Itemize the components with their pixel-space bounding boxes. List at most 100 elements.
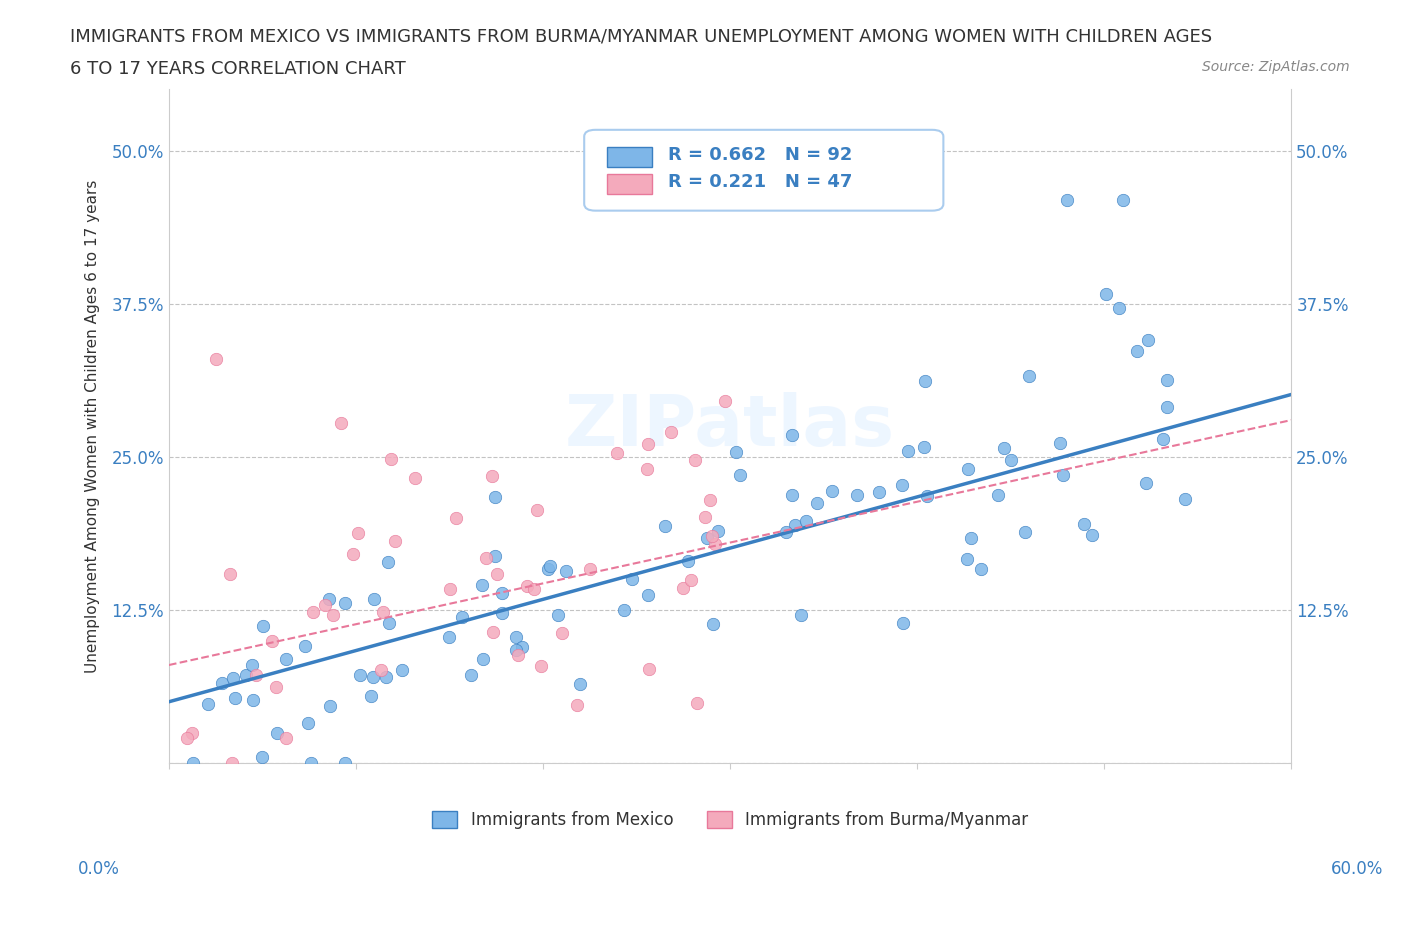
Point [363, 592, 385, 607]
Point [377, 554, 399, 569]
Point [1080, 527, 1102, 542]
Point [437, 630, 460, 644]
Point [613, 603, 636, 618]
Point [704, 537, 727, 551]
Point [335, 755, 357, 770]
Point [1112, 193, 1135, 207]
Point [274, 731, 297, 746]
Point [775, 525, 797, 540]
Point [790, 608, 813, 623]
Point [319, 698, 342, 713]
Text: Source: ZipAtlas.com: Source: ZipAtlas.com [1202, 60, 1350, 74]
Point [370, 663, 392, 678]
Point [523, 581, 546, 596]
Point [713, 394, 735, 409]
Text: R = 0.662   N = 92: R = 0.662 N = 92 [668, 146, 853, 165]
Point [484, 549, 506, 564]
Point [700, 528, 723, 543]
Point [693, 510, 716, 525]
Point [474, 551, 496, 565]
Point [221, 755, 243, 770]
Point [471, 578, 494, 592]
Point [242, 692, 264, 707]
Point [378, 616, 401, 631]
Point [439, 581, 461, 596]
Point [1000, 452, 1022, 467]
Point [329, 416, 352, 431]
Point [197, 697, 219, 711]
Point [1049, 435, 1071, 450]
Point [794, 514, 817, 529]
Point [299, 755, 322, 770]
Point [1173, 492, 1195, 507]
Point [891, 615, 914, 630]
Point [606, 445, 628, 460]
Point [637, 436, 659, 451]
Point [659, 425, 682, 440]
Point [371, 604, 394, 619]
Point [780, 488, 803, 503]
Text: ZIPatlas: ZIPatlas [565, 392, 896, 460]
Text: 60.0%: 60.0% [1330, 860, 1384, 878]
Point [1108, 300, 1130, 315]
Point [374, 670, 396, 684]
Point [987, 487, 1010, 502]
Point [636, 462, 658, 477]
Point [702, 617, 724, 631]
Point [342, 546, 364, 561]
Point [404, 471, 426, 485]
Point [266, 725, 288, 740]
Point [322, 607, 344, 622]
Point [679, 573, 702, 588]
Point [868, 485, 890, 499]
Point [537, 562, 560, 577]
Text: IMMIGRANTS FROM MEXICO VS IMMIGRANTS FROM BURMA/MYANMAR UNEMPLOYMENT AMONG WOMEN: IMMIGRANTS FROM MEXICO VS IMMIGRANTS FRO… [70, 28, 1212, 46]
Point [260, 634, 283, 649]
Point [240, 658, 263, 672]
Point [959, 530, 981, 545]
Point [384, 534, 406, 549]
Point [890, 478, 912, 493]
Point [621, 572, 644, 587]
Point [821, 484, 844, 498]
Point [654, 518, 676, 533]
Point [1073, 517, 1095, 532]
FancyBboxPatch shape [606, 174, 651, 193]
Point [297, 716, 319, 731]
Point [706, 524, 728, 538]
Point [672, 581, 695, 596]
Point [482, 625, 505, 640]
Point [956, 461, 979, 476]
Point [547, 608, 569, 623]
Point [484, 489, 506, 504]
Point [318, 591, 340, 606]
Point [294, 639, 316, 654]
Point [993, 441, 1015, 456]
Point [1125, 343, 1147, 358]
Point [728, 468, 751, 483]
Point [806, 496, 828, 511]
Point [264, 680, 287, 695]
Point [1135, 476, 1157, 491]
Point [1052, 468, 1074, 483]
Point [491, 605, 513, 620]
Point [314, 597, 336, 612]
Point [505, 630, 527, 644]
Point [450, 610, 472, 625]
Point [683, 453, 706, 468]
Point [530, 658, 553, 673]
Point [782, 428, 804, 443]
Point [252, 750, 274, 764]
Point [510, 639, 533, 654]
Legend: Immigrants from Mexico, Immigrants from Burma/Myanmar: Immigrants from Mexico, Immigrants from … [426, 804, 1035, 835]
Point [914, 373, 936, 388]
Point [481, 469, 503, 484]
Point [245, 668, 267, 683]
Text: 0.0%: 0.0% [77, 860, 120, 878]
Point [699, 492, 721, 507]
Point [970, 562, 993, 577]
Point [349, 668, 371, 683]
Point [897, 444, 920, 458]
Point [347, 525, 370, 540]
Point [1056, 193, 1078, 207]
